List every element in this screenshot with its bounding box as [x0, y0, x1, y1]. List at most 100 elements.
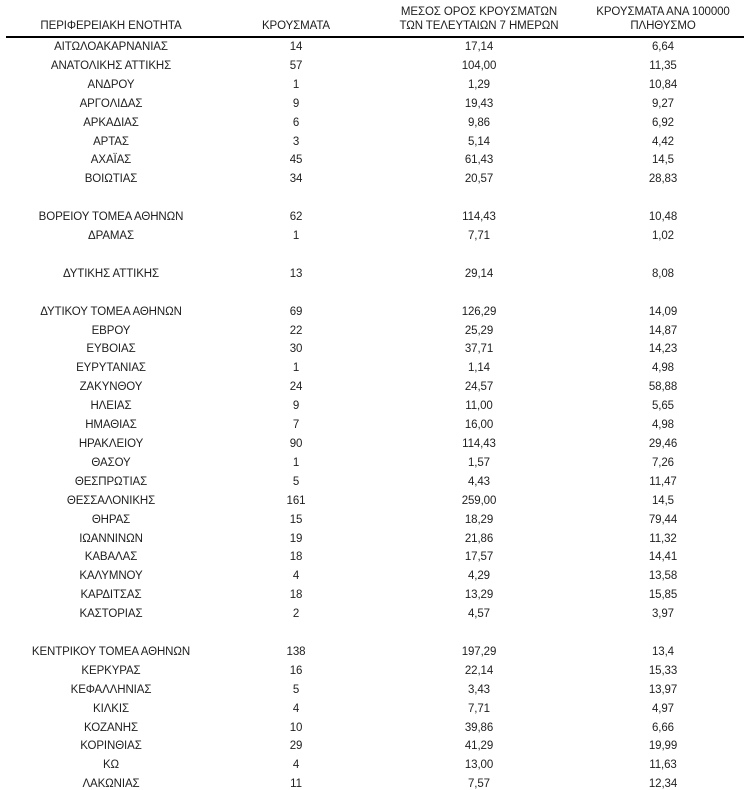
table-row: ΔΥΤΙΚΗΣ ΑΤΤΙΚΗΣ 13 29,14 8,08 [6, 265, 744, 284]
per-100k-cell: 11,63 [649, 759, 677, 772]
table-row: ΘΑΣΟΥ 1 1,57 7,26 [6, 454, 744, 473]
table-row: ΗΡΑΚΛΕΙΟΥ 90 114,43 29,46 [6, 435, 744, 454]
table-row: ΘΕΣΣΑΛΟΝΙΚΗΣ 161 259,00 14,5 [6, 492, 744, 511]
cases-cell: 4 [292, 702, 300, 715]
table-row: ΑΙΤΩΛΟΑΚΑΡΝΑΝΙΑΣ 14 17,14 6,64 [6, 37, 744, 57]
avg-7day-cell: 61,43 [464, 154, 494, 167]
table-row: ΚΟΡΙΝΘΙΑΣ 29 41,29 19,99 [6, 737, 744, 756]
avg-7day-cell: 21,86 [464, 532, 494, 545]
table-row: ΚΩ 4 13,00 11,63 [6, 756, 744, 775]
cases-cell: 90 [289, 437, 303, 450]
col-header-7day-average: ΜΕΣΟΣ ΟΡΟΣ ΚΡΟΥΣΜΑΤΩΝ ΤΩΝ ΤΕΛΕΥΤΑΙΩΝ 7 Η… [376, 0, 582, 38]
per-100k-cell: 11,47 [649, 475, 677, 488]
region-name-cell: ΘΕΣΠΡΩΤΙΑΣ [74, 475, 148, 488]
avg-7day-cell: 9,86 [468, 116, 490, 129]
avg-7day-cell: 13,29 [464, 589, 494, 602]
per-100k-cell: 14,5 [652, 494, 674, 507]
avg-7day-cell: 19,43 [464, 97, 494, 110]
table-row: ΚΑΡΔΙΤΣΑΣ 18 13,29 15,85 [6, 586, 744, 605]
region-name-cell: ΑΡΤΑΣ [93, 135, 129, 148]
cases-cell: 1 [292, 362, 300, 375]
table-row: ΔΥΤΙΚΟΥ ΤΟΜΕΑ ΑΘΗΝΩΝ 69 126,29 14,09 [6, 303, 744, 322]
table-row: ΗΛΕΙΑΣ 9 11,00 5,65 [6, 397, 744, 416]
region-name-cell: ΗΡΑΚΛΕΙΟΥ [78, 437, 144, 450]
spacer-row [6, 284, 744, 303]
cases-cell: 16 [289, 664, 303, 677]
per-100k-cell: 11,35 [649, 59, 677, 72]
table-row: ΑΝΑΤΟΛΙΚΗΣ ΑΤΤΙΚΗΣ 57 104,00 11,35 [6, 57, 744, 76]
spacer-cell [6, 246, 744, 265]
avg-7day-cell: 4,29 [468, 570, 490, 583]
per-100k-cell: 14,09 [648, 305, 678, 318]
avg-7day-cell: 1,29 [468, 78, 490, 91]
table-row: ΚΙΛΚΙΣ 4 7,71 4,97 [6, 700, 744, 719]
regional-cases-table: ΠΕΡΙΦΕΡΕΙΑΚΗ ΕΝΟΤΗΤΑ ΚΡΟΥΣΜΑΤΑ ΜΕΣΟΣ ΟΡΟ… [6, 0, 744, 790]
per-100k-cell: 4,98 [652, 362, 674, 375]
spacer-cell [6, 624, 744, 643]
spacer-row [6, 189, 744, 208]
per-100k-cell: 11,32 [649, 532, 677, 545]
table-row: ΑΡΓΟΛΙΔΑΣ 9 19,43 9,27 [6, 95, 744, 114]
spacer-cell [6, 284, 744, 303]
avg-7day-cell: 4,57 [468, 608, 490, 621]
per-100k-cell: 28,83 [648, 173, 678, 186]
per-100k-cell: 14,5 [652, 154, 674, 167]
region-name-cell: ΚΑΣΤΟΡΙΑΣ [79, 608, 143, 621]
table-row: ΗΜΑΘΙΑΣ 7 16,00 4,98 [6, 416, 744, 435]
region-name-cell: ΚΕΦΑΛΛΗΝΙΑΣ [70, 683, 152, 696]
per-100k-cell: 8,08 [652, 267, 674, 280]
avg-7day-cell: 4,43 [468, 475, 490, 488]
cases-cell: 10 [289, 721, 303, 734]
per-100k-cell: 19,99 [648, 740, 678, 753]
header-row: ΠΕΡΙΦΕΡΕΙΑΚΗ ΕΝΟΤΗΤΑ ΚΡΟΥΣΜΑΤΑ ΜΕΣΟΣ ΟΡΟ… [6, 0, 744, 38]
table-row: ΑΧΑΪΑΣ 45 61,43 14,5 [6, 151, 744, 170]
table-row: ΘΗΡΑΣ 15 18,29 79,44 [6, 511, 744, 530]
avg-7day-cell: 16,00 [464, 419, 494, 432]
table-row: ΒΟΙΩΤΙΑΣ 34 20,57 28,83 [6, 170, 744, 189]
region-name-cell: ΚΩ [102, 759, 120, 772]
cases-cell: 30 [289, 343, 303, 356]
avg-7day-cell: 114,43 [462, 211, 496, 224]
cases-cell: 11 [290, 778, 302, 790]
cases-cell: 18 [289, 589, 303, 602]
per-100k-cell: 79,44 [648, 513, 678, 526]
avg-7day-cell: 41,29 [464, 740, 494, 753]
per-100k-cell: 3,97 [652, 608, 674, 621]
col-header-regional-unit: ΠΕΡΙΦΕΡΕΙΑΚΗ ΕΝΟΤΗΤΑ [6, 0, 216, 38]
table-row: ΕΒΡΟΥ 22 25,29 14,87 [6, 322, 744, 341]
avg-7day-cell: 39,86 [464, 721, 494, 734]
region-name-cell: ΗΜΑΘΙΑΣ [85, 419, 137, 432]
region-name-cell: ΘΗΡΑΣ [91, 513, 131, 526]
table-row: ΚΑΣΤΟΡΙΑΣ 2 4,57 3,97 [6, 605, 744, 624]
per-100k-cell: 1,02 [652, 230, 674, 243]
table-row: ΚΑΒΑΛΑΣ 18 17,57 14,41 [6, 548, 744, 567]
cases-cell: 34 [289, 173, 303, 186]
cases-cell: 1 [292, 230, 300, 243]
spacer-row [6, 246, 744, 265]
region-name-cell: ΚΕΡΚΥΡΑΣ [81, 664, 141, 677]
region-name-cell: ΚΕΝΤΡΙΚΟΥ ΤΟΜΕΑ ΑΘΗΝΩΝ [31, 645, 191, 658]
region-name-cell: ΚΟΡΙΝΘΙΑΣ [80, 740, 142, 753]
avg-7day-cell: 3,43 [468, 683, 490, 696]
per-100k-cell: 13,97 [648, 683, 678, 696]
table-row: ΚΑΛΥΜΝΟΥ 4 4,29 13,58 [6, 567, 744, 586]
region-name-cell: ΚΑΛΥΜΝΟΥ [79, 570, 143, 583]
per-100k-cell: 14,87 [648, 324, 678, 337]
cases-cell: 3 [292, 135, 300, 148]
per-100k-cell: 5,65 [652, 400, 674, 413]
per-100k-cell: 12,34 [648, 778, 678, 790]
cases-cell: 4 [292, 759, 300, 772]
cases-cell: 22 [289, 324, 303, 337]
per-100k-cell: 29,46 [648, 437, 678, 450]
avg-7day-cell: 18,29 [464, 513, 494, 526]
avg-7day-cell: 1,14 [468, 362, 490, 375]
per-100k-cell: 10,48 [648, 211, 678, 224]
cases-cell: 19 [289, 532, 303, 545]
avg-7day-cell: 197,29 [461, 645, 497, 658]
avg-7day-cell: 25,29 [464, 324, 494, 337]
table-row: ΑΡΤΑΣ 3 5,14 4,42 [6, 133, 744, 152]
per-100k-cell: 14,23 [648, 343, 678, 356]
table-row: ΚΕΡΚΥΡΑΣ 16 22,14 15,33 [6, 662, 744, 681]
cases-cell: 2 [292, 608, 300, 621]
region-name-cell: ΔΥΤΙΚΟΥ ΤΟΜΕΑ ΑΘΗΝΩΝ [40, 305, 182, 318]
